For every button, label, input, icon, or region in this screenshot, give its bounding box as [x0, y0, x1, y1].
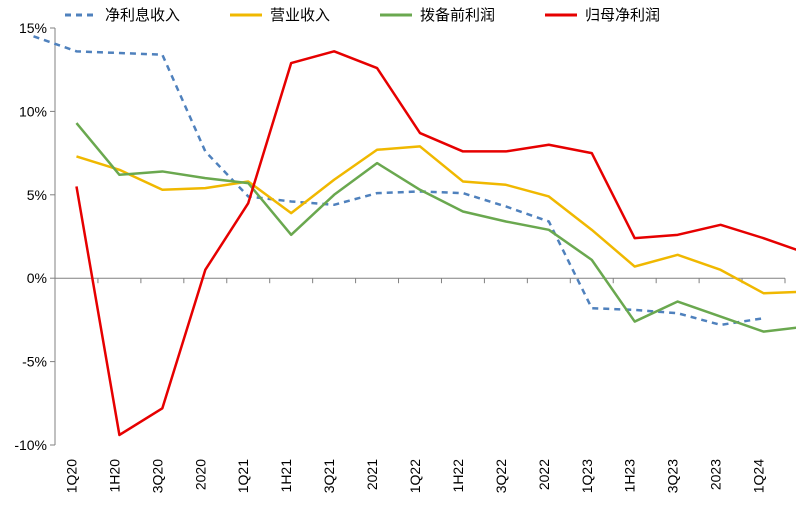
- legend-label: 净利息收入: [105, 7, 180, 24]
- x-tick-label: 3Q23: [665, 459, 681, 493]
- y-tick-label: 10%: [19, 103, 47, 119]
- legend-label: 拨备前利润: [420, 7, 495, 24]
- x-tick-label: 1Q21: [235, 459, 251, 493]
- line-chart: -10% -5% 0% 5% 10% 15% 1Q20 1H20 3Q20 2020 1Q21 1H2…: [0, 0, 796, 511]
- x-tick-label: 1Q24: [751, 459, 767, 493]
- x-tick-label: 2021: [364, 459, 380, 490]
- y-tick-label: -10%: [14, 437, 47, 453]
- x-tick-label: 2020: [192, 459, 208, 490]
- series-line: [76, 146, 796, 306]
- series-line: [76, 51, 796, 435]
- x-tick-label: 1H23: [622, 459, 638, 493]
- legend-label: 营业收入: [270, 7, 330, 24]
- y-tick-label: -5%: [22, 354, 47, 370]
- x-tick-label: 3Q21: [321, 459, 337, 493]
- y-tick-label: 5%: [27, 187, 47, 203]
- x-tick-label: 2022: [536, 459, 552, 490]
- legend-label: 归母净利润: [585, 7, 660, 24]
- y-tick-label: 15%: [19, 20, 47, 36]
- x-tick-label: 1H22: [450, 459, 466, 493]
- x-tick-label: 1H20: [106, 459, 122, 493]
- series-line: [76, 123, 796, 332]
- x-tick-label: 3Q22: [493, 459, 509, 493]
- x-tick-label: 1Q22: [407, 459, 423, 493]
- x-tick-label: 1Q20: [63, 459, 79, 493]
- x-tick-label: 1Q23: [579, 459, 595, 493]
- x-tick-label: 1H21: [278, 459, 294, 493]
- y-tick-label: 0%: [27, 270, 47, 286]
- x-tick-label: 3Q20: [149, 459, 165, 493]
- x-tick-label: 2023: [708, 459, 724, 490]
